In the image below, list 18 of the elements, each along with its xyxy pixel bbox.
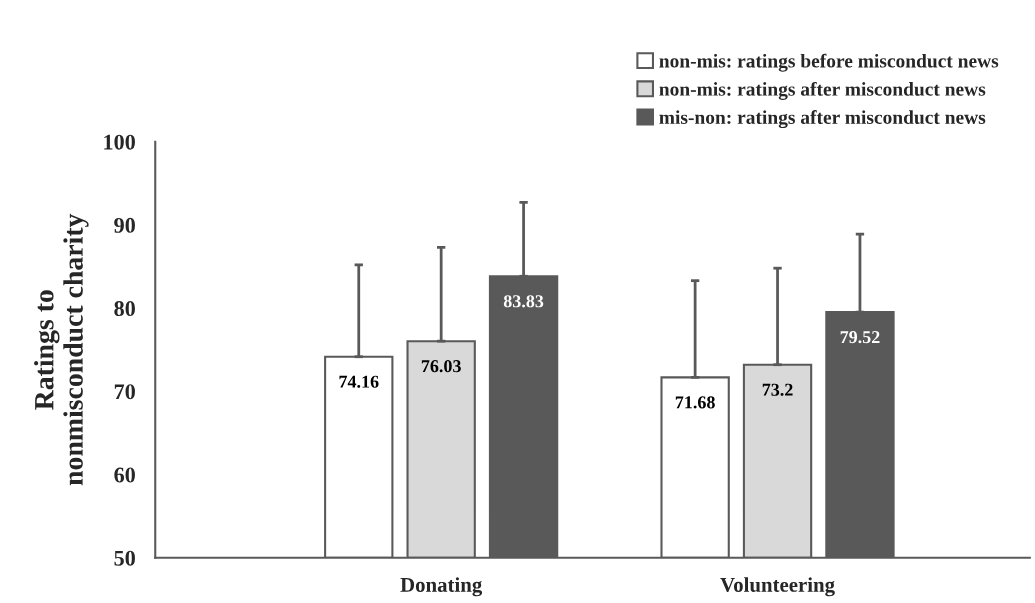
- y-tick-label: 50: [114, 550, 135, 566]
- x-tick-label: Volunteering: [720, 577, 835, 597]
- x-tick-label: Donating: [400, 577, 483, 597]
- data-label: 74.16: [339, 375, 379, 388]
- data-label: 76.03: [421, 360, 461, 373]
- legend-label: non-mis: ratings after misconduct news: [659, 81, 986, 100]
- legend-label: non-mis: ratings before misconduct news: [659, 53, 999, 72]
- y-axis-title: Ratings to nonmisconduct charity: [34, 213, 89, 486]
- y-tick-label: 60: [114, 467, 135, 483]
- data-label: 71.68: [675, 396, 715, 409]
- y-tick-label: 80: [114, 301, 135, 317]
- data-label: 79.52: [840, 331, 880, 344]
- y-tick-label: 70: [114, 384, 135, 400]
- data-label: 83.83: [503, 295, 544, 308]
- data-label: 73.2: [762, 383, 793, 396]
- y-tick-label: 100: [104, 134, 135, 150]
- legend-label: mis-non: ratings after misconduct news: [659, 110, 986, 129]
- y-tick-label: 90: [114, 217, 135, 233]
